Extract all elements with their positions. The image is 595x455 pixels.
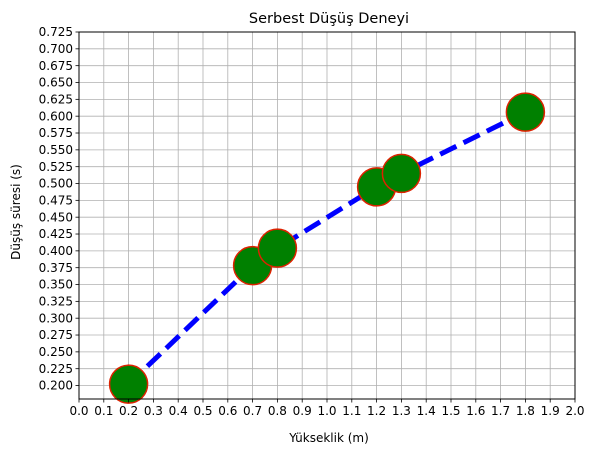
x-tick-label: 0.5 — [193, 404, 212, 418]
y-tick-label: 0.325 — [39, 295, 73, 309]
x-axis: 0.0 0.1 0.2 0.3 0.4 0.5 0.6 0.7 0.8 0.9 1.0 1.1 1.2 1… — [69, 399, 585, 418]
y-axis-title: Düşüş süresi (s) — [9, 164, 23, 260]
y-tick-label: 0.350 — [39, 278, 73, 292]
x-tick-label: 2.0 — [565, 404, 584, 418]
x-tick-label: 1.1 — [342, 404, 361, 418]
data-point — [257, 228, 298, 268]
y-tick-label: 0.300 — [39, 311, 73, 325]
x-tick-label: 1.4 — [417, 404, 436, 418]
chart-title: Serbest Düşüş Deneyi — [249, 11, 409, 27]
x-tick-label: 1.8 — [516, 404, 535, 418]
x-tick-label: 1.5 — [441, 404, 460, 418]
x-tick-label: 1.6 — [466, 404, 485, 418]
series-line — [126, 109, 527, 386]
data-point — [108, 364, 149, 404]
data-point — [381, 153, 422, 194]
x-tick-label: 0.7 — [243, 404, 262, 418]
x-tick-label: 1.0 — [317, 404, 336, 418]
x-tick-label: 0.0 — [69, 404, 88, 418]
y-tick-label: 0.650 — [39, 76, 73, 90]
data-point — [505, 92, 546, 132]
y-tick-label: 0.275 — [39, 328, 73, 342]
y-tick-label: 0.375 — [39, 261, 73, 275]
x-tick-label: 1.7 — [491, 404, 510, 418]
y-tick-label: 0.525 — [39, 160, 73, 174]
y-tick-label: 0.675 — [39, 59, 73, 73]
y-tick-label: 0.575 — [39, 126, 73, 140]
x-tick-label: 0.2 — [119, 404, 138, 418]
x-axis-title: Yükseklik (m) — [288, 431, 369, 445]
series-layer — [108, 92, 546, 404]
y-tick-label: 0.400 — [39, 244, 73, 258]
y-tick-label: 0.450 — [39, 210, 73, 224]
x-tick-label: 0.3 — [144, 404, 163, 418]
y-tick-label: 0.475 — [39, 194, 73, 208]
x-tick-label: 1.9 — [541, 404, 560, 418]
y-axis: 0.200 0.225 0.250 0.275 0.300 0.325 0.350 0.375… — [39, 25, 79, 393]
x-tick-label: 1.2 — [367, 404, 386, 418]
x-tick-label: 1.3 — [392, 404, 411, 418]
y-tick-label: 0.500 — [39, 177, 73, 191]
y-tick-label: 0.200 — [39, 379, 73, 393]
x-tick-label: 0.6 — [218, 404, 237, 418]
y-tick-label: 0.600 — [39, 109, 73, 123]
y-tick-label: 0.625 — [39, 93, 73, 107]
y-tick-label: 0.700 — [39, 42, 73, 56]
y-tick-label: 0.250 — [39, 345, 73, 359]
grid — [78, 31, 576, 399]
y-tick-label: 0.225 — [39, 362, 73, 376]
x-tick-label: 0.9 — [293, 404, 312, 418]
y-tick-label: 0.725 — [39, 25, 73, 39]
y-tick-label: 0.425 — [39, 227, 73, 241]
x-tick-label: 0.4 — [169, 404, 188, 418]
x-tick-label: 0.1 — [94, 404, 113, 418]
x-tick-label: 0.8 — [268, 404, 287, 418]
y-tick-label: 0.550 — [39, 143, 73, 157]
